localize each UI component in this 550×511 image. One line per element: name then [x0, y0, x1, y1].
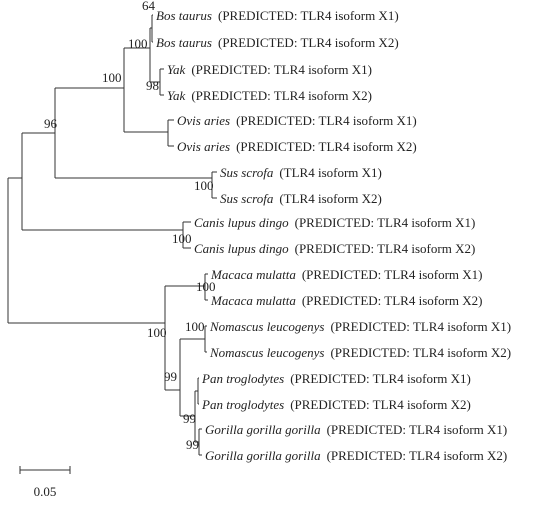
isoform-description: (PREDICTED: TLR4 isoform X2)	[327, 448, 508, 463]
isoform-description: (PREDICTED: TLR4 isoform X1)	[191, 62, 372, 77]
leaf-label: Macaca mulatta (PREDICTED: TLR4 isoform X…	[210, 293, 483, 308]
leaf-label: Bos taurus (PREDICTED: TLR4 isoform X2)	[156, 35, 399, 50]
leaf-label: Ovis aries (PREDICTED: TLR4 isoform X1)	[177, 113, 417, 128]
bootstrap-value: 100	[172, 231, 192, 246]
isoform-description: (PREDICTED: TLR4 isoform X2)	[236, 139, 417, 154]
leaf-label: Canis lupus dingo (PREDICTED: TLR4 isofor…	[194, 215, 475, 230]
species-name: Sus scrofa	[220, 165, 274, 180]
leaf-label: Gorilla gorilla gorilla (PREDICTED: TLR4 …	[205, 422, 507, 437]
bootstrap-value: 99	[186, 437, 199, 452]
species-name: Gorilla gorilla gorilla	[205, 448, 321, 463]
species-name: Canis lupus dingo	[194, 241, 289, 256]
leaf-label: Pan troglodytes (PREDICTED: TLR4 isoform …	[201, 371, 471, 386]
species-name: Bos taurus	[156, 35, 212, 50]
bootstrap-value: 100	[194, 178, 214, 193]
leaf-label: Sus scrofa (TLR4 isoform X1)	[220, 165, 382, 180]
isoform-description: (PREDICTED: TLR4 isoform X1)	[330, 319, 511, 334]
leaf-label: Pan troglodytes (PREDICTED: TLR4 isoform …	[201, 397, 471, 412]
isoform-description: (PREDICTED: TLR4 isoform X2)	[330, 345, 511, 360]
bootstrap-value: 99	[164, 369, 177, 384]
bootstrap-value: 96	[44, 116, 58, 131]
isoform-description: (PREDICTED: TLR4 isoform X2)	[302, 293, 483, 308]
isoform-description: (PREDICTED: TLR4 isoform X2)	[191, 88, 372, 103]
leaf-label: Ovis aries (PREDICTED: TLR4 isoform X2)	[177, 139, 417, 154]
leaves: Bos taurus (PREDICTED: TLR4 isoform X1)Bo…	[151, 8, 511, 463]
species-name: Ovis aries	[177, 113, 230, 128]
species-name: Macaca mulatta	[210, 293, 296, 308]
bootstrap-value: 100	[102, 70, 122, 85]
bootstrap-values: 64 100 98 100 96 100 100 100 100 100 99 99 99	[44, 0, 216, 452]
leaf-label: Nomascus leucogenys (PREDICTED: TLR4 isof…	[209, 345, 511, 360]
species-name: Yak	[167, 62, 186, 77]
isoform-description: (PREDICTED: TLR4 isoform X1)	[327, 422, 508, 437]
leaf-label: Nomascus leucogenys (PREDICTED: TLR4 isof…	[209, 319, 511, 334]
species-name: Gorilla gorilla gorilla	[205, 422, 321, 437]
bootstrap-value: 64	[142, 0, 156, 13]
isoform-description: (PREDICTED: TLR4 isoform X1)	[236, 113, 417, 128]
isoform-description: (PREDICTED: TLR4 isoform X2)	[218, 35, 399, 50]
species-name: Nomascus leucogenys	[209, 319, 324, 334]
bootstrap-value: 100	[147, 325, 167, 340]
species-name: Bos taurus	[156, 8, 212, 23]
leaf-label: Gorilla gorilla gorilla (PREDICTED: TLR4 …	[205, 448, 507, 463]
isoform-description: (PREDICTED: TLR4 isoform X1)	[302, 267, 483, 282]
species-name: Ovis aries	[177, 139, 230, 154]
scale-bar-label: 0.05	[34, 484, 57, 499]
species-name: Canis lupus dingo	[194, 215, 289, 230]
isoform-description: (PREDICTED: TLR4 isoform X1)	[290, 371, 471, 386]
species-name: Pan troglodytes	[201, 397, 284, 412]
species-name: Nomascus leucogenys	[209, 345, 324, 360]
species-name: Macaca mulatta	[210, 267, 296, 282]
bootstrap-value: 99	[183, 411, 196, 426]
leaf-label: Sus scrofa (TLR4 isoform X2)	[220, 191, 382, 206]
isoform-description: (PREDICTED: TLR4 isoform X1)	[295, 215, 476, 230]
leaf-label: Yak (PREDICTED: TLR4 isoform X2)	[167, 88, 372, 103]
leaf-label: Bos taurus (PREDICTED: TLR4 isoform X1)	[156, 8, 399, 23]
bootstrap-value: 100	[196, 279, 216, 294]
bootstrap-value: 98	[146, 78, 159, 93]
isoform-description: (PREDICTED: TLR4 isoform X2)	[290, 397, 471, 412]
species-name: Sus scrofa	[220, 191, 274, 206]
isoform-description: (PREDICTED: TLR4 isoform X2)	[295, 241, 476, 256]
leaf-label: Yak (PREDICTED: TLR4 isoform X1)	[167, 62, 372, 77]
isoform-description: (TLR4 isoform X2)	[279, 191, 382, 206]
leaf-label: Macaca mulatta (PREDICTED: TLR4 isoform X…	[210, 267, 483, 282]
isoform-description: (PREDICTED: TLR4 isoform X1)	[218, 8, 399, 23]
scale-bar: 0.05	[19, 466, 71, 499]
species-name: Yak	[167, 88, 186, 103]
isoform-description: (TLR4 isoform X1)	[279, 165, 382, 180]
bootstrap-value: 100	[128, 36, 148, 51]
bootstrap-value: 100	[185, 319, 205, 334]
species-name: Pan troglodytes	[201, 371, 284, 386]
leaf-label: Canis lupus dingo (PREDICTED: TLR4 isofor…	[194, 241, 475, 256]
